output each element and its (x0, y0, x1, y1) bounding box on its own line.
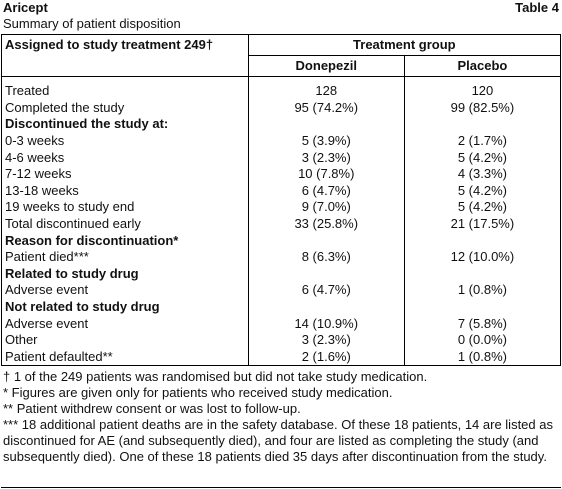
header: Aricept Table 4 (1, 0, 561, 16)
row-label: Patient died*** (1, 248, 249, 266)
table-row: Total discontinued early 33 (25.8%) 21 (17… (1, 215, 561, 233)
table-row: 4-6 weeks 3 (2.3%) 5 (4.2%) (1, 149, 561, 166)
section-heading: Reason for discontinuation* (1, 232, 249, 249)
table-row: Patient defaulted** 2 (1.6%) 1 (0.8%) (1, 348, 561, 366)
section-heading: Related to study drug (1, 265, 249, 283)
cell: 9 (7.0%) (248, 199, 405, 216)
table-row: Treated 128 120 (1, 76, 561, 100)
row-label: Total discontinued early (1, 215, 249, 233)
table-row: Other 3 (2.3%) 0 (0.0%) (1, 331, 561, 349)
row-label: Treated (1, 76, 249, 100)
footnote: ** Patient withdrew consent or was lost … (3, 401, 301, 417)
table-row: Discontinued the study at: (1, 116, 561, 133)
row-label: 7-12 weeks (1, 165, 249, 183)
cell: 2 (1.6%) (248, 348, 405, 366)
cell: 33 (25.8%) (248, 215, 405, 233)
table-row: 0-3 weeks 5 (3.9%) 2 (1.7%) (1, 132, 561, 150)
cell: 128 (248, 76, 405, 100)
footnote: * Figures are given only for patients wh… (3, 385, 393, 401)
cell (404, 266, 560, 283)
table-label: Table 4 (515, 0, 559, 15)
table-row: Related to study drug (1, 265, 561, 283)
row-label: 0-3 weeks (1, 132, 249, 150)
cell (404, 116, 560, 133)
cell: 4 (3.3%) (457, 166, 507, 182)
header-row: Assigned to study treatment 249† Treatme… (1, 34, 561, 77)
cell: 95 (74.2%) (248, 99, 405, 117)
cell: 1 (0.8%) (457, 348, 507, 364)
cell (248, 298, 405, 316)
cell: 5 (4.2%) (457, 149, 507, 165)
subtitle: Summary of patient disposition (3, 16, 181, 31)
cell: 0 (0.0%) (457, 332, 507, 348)
column-header: Placebo (404, 55, 561, 77)
table-row: 7-12 weeks 10 (7.8%) 4 (3.3%) (1, 165, 561, 183)
table-row: 19 weeks to study end 9 (7.0%) 5 (4.2%) (1, 199, 561, 216)
group-header: Treatment group (248, 34, 561, 56)
footnote: *** 18 additional patient deaths are in … (3, 417, 553, 465)
row-header: Assigned to study treatment 249† (1, 34, 249, 77)
cell: 1 (0.8%) (457, 282, 507, 298)
column-header-row: Donepezil Placebo (2, 55, 561, 77)
row-label: Patient defaulted** (1, 348, 249, 366)
section-heading: Not related to study drug (1, 298, 249, 316)
table-row: Completed the study 95 (74.2%) 99 (82.5%) (1, 99, 561, 117)
cell: 5 (3.9%) (248, 132, 405, 150)
cell: 6 (4.7%) (248, 282, 405, 299)
cell: 3 (2.3%) (248, 331, 405, 349)
cell: 12 (10.0%) (450, 249, 515, 265)
row-label: 4-6 weeks (1, 149, 249, 166)
cell (248, 116, 405, 133)
cell: 5 (4.2%) (457, 182, 507, 198)
row-label: 13-18 weeks (1, 182, 249, 200)
row-label: 19 weeks to study end (1, 199, 249, 216)
table-row: 13-18 weeks 6 (4.7%) 5 (4.2%) (1, 182, 561, 200)
cell: 14 (10.9%) (248, 315, 405, 332)
cell: 5 (4.2%) (457, 199, 507, 215)
cell (404, 299, 560, 316)
cell: 3 (2.3%) (248, 149, 405, 166)
cell: 8 (6.3%) (248, 248, 405, 266)
table-row: Reason for discontinuation* (1, 232, 561, 249)
footnote: † 1 of the 249 patients was randomised b… (3, 369, 428, 385)
row-label: Completed the study (1, 99, 249, 117)
section-heading: Discontinued the study at: (1, 116, 249, 133)
row-label: Adverse event (1, 315, 249, 332)
table-row: Not related to study drug (1, 298, 561, 316)
cell (404, 232, 560, 249)
title: Aricept (3, 0, 48, 15)
column-header: Donepezil (248, 55, 405, 77)
table: Assigned to study treatment 249† Treatme… (1, 34, 561, 367)
cell (248, 232, 405, 249)
row-label: Adverse event (1, 282, 249, 299)
cell: 120 (471, 83, 494, 99)
cell: 6 (4.7%) (248, 182, 405, 200)
cell: 21 (17.5%) (450, 216, 515, 232)
footnotes: † 1 of the 249 patients was randomised b… (1, 366, 561, 465)
cell: 7 (5.8%) (457, 315, 507, 331)
cell: 99 (82.5%) (450, 99, 515, 115)
cell: 2 (1.7%) (457, 133, 507, 149)
table-row: Patient died*** 8 (6.3%) 12 (10.0%) (1, 248, 561, 266)
table-row: Adverse event 6 (4.7%) 1 (0.8%) (1, 282, 561, 299)
table-row: Adverse event 14 (10.9%) 7 (5.8%) (1, 315, 561, 332)
cell: 10 (7.8%) (248, 165, 405, 183)
row-label: Other (1, 331, 249, 349)
cell (248, 265, 405, 283)
